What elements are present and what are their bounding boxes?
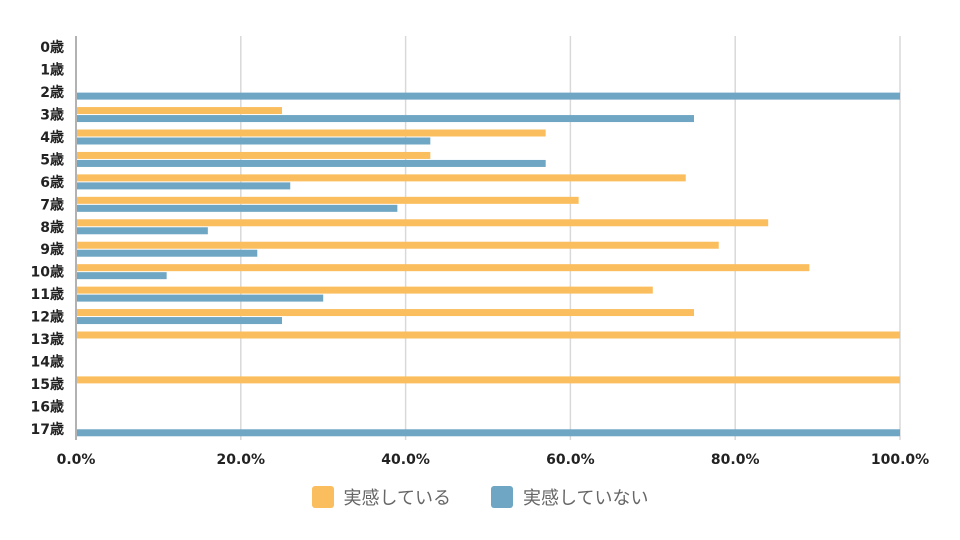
y-tick-label-9: 9歳 <box>40 241 64 258</box>
y-tick-label-6: 6歳 <box>40 174 64 191</box>
x-tick-label-1: 20.0% <box>217 452 266 468</box>
bar-chart: 0.0% 20.0% 40.0% 60.0% 80.0% 100.0% 0歳 1歳 2歳 3歳 4歳… <box>31 36 929 468</box>
bar-series-1-5 <box>77 151 431 159</box>
bar-series-1-4 <box>77 129 546 137</box>
bar-series-2-8 <box>77 227 208 235</box>
y-tick-label-11: 11歳 <box>31 286 64 303</box>
bar-series-2-10 <box>77 272 167 280</box>
y-tick-label-7: 7歳 <box>40 196 64 213</box>
bar-series-2-2 <box>77 92 900 100</box>
bar-series-1-3 <box>77 107 282 115</box>
legend-swatch-series-1 <box>311 486 334 508</box>
y-tick-label-13: 13歳 <box>31 331 64 348</box>
bar-series-2-4 <box>77 137 431 145</box>
bar-series-2-11 <box>77 294 324 302</box>
y-tick-label-12: 12歳 <box>31 309 64 326</box>
x-tick-label-5: 100.0% <box>871 452 929 468</box>
bar-series-1-6 <box>77 174 686 182</box>
x-tick-label-2: 40.0% <box>381 452 430 468</box>
y-tick-label-16: 16歳 <box>31 398 64 415</box>
bar-series-1-10 <box>77 264 810 272</box>
bar-series-2-7 <box>77 204 398 212</box>
x-tick-label-3: 60.0% <box>546 452 595 468</box>
legend-item-series-2: 実感していない <box>491 484 648 510</box>
x-tick-label-4: 80.0% <box>711 452 760 468</box>
bar-series-1-11 <box>77 286 653 294</box>
bar-series-2-17 <box>77 429 900 437</box>
y-tick-label-3: 3歳 <box>40 107 64 124</box>
bar-series-2-6 <box>77 182 291 190</box>
y-tick-label-17: 17歳 <box>31 421 64 438</box>
y-tick-label-14: 14歳 <box>31 353 64 370</box>
x-tick-label-0: 0.0% <box>57 452 96 468</box>
bar-series-1-15 <box>77 376 900 384</box>
bar-series-2-3 <box>77 115 694 123</box>
bar-series-1-13 <box>77 331 900 339</box>
y-tick-label-5: 5歳 <box>40 151 64 168</box>
bar-series-2-12 <box>77 317 282 325</box>
bar-series-2-5 <box>77 159 546 167</box>
legend-item-series-1: 実感している <box>311 484 451 510</box>
y-tick-label-8: 8歳 <box>40 219 64 236</box>
y-tick-label-1: 1歳 <box>40 62 64 79</box>
bar-series-2-9 <box>77 249 258 257</box>
bar-series-1-9 <box>77 241 719 249</box>
legend: 実感している 実感していない <box>0 484 960 510</box>
y-tick-label-15: 15歳 <box>31 376 64 393</box>
y-tick-label-0: 0歳 <box>40 39 64 56</box>
y-tick-label-2: 2歳 <box>40 84 64 101</box>
bar-series-1-12 <box>77 309 694 317</box>
bar-series-1-8 <box>77 219 769 227</box>
y-tick-label-10: 10歳 <box>31 264 64 281</box>
legend-label-series-2: 実感していない <box>523 488 649 509</box>
legend-label-series-1: 実感している <box>343 488 451 509</box>
bar-series-1-7 <box>77 196 579 204</box>
y-tick-label-4: 4歳 <box>40 129 64 146</box>
legend-swatch-series-2 <box>491 486 513 508</box>
